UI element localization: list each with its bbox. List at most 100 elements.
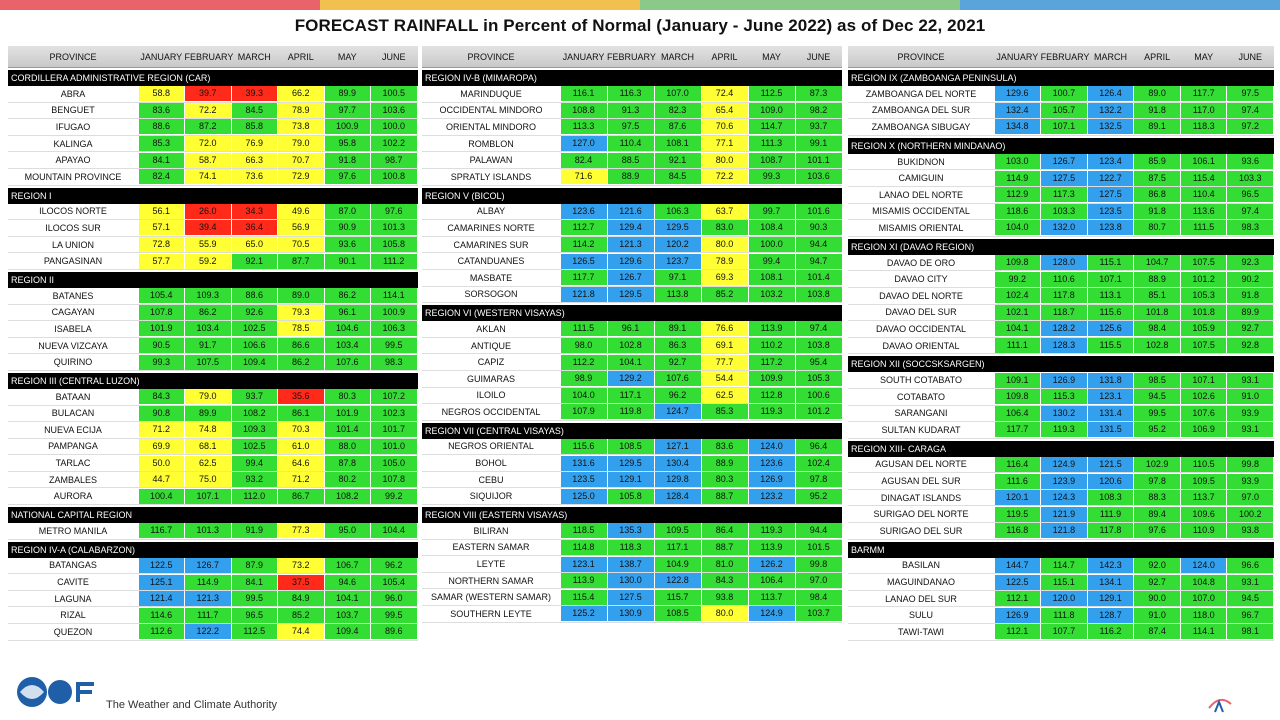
rainfall-cell: 107.0 (654, 86, 701, 102)
province-name: DAVAO CITY (894, 274, 948, 285)
table-row: LANAO DEL NORTE 112.9 117.3 127.5 86.8 110.4 9… (848, 187, 1274, 204)
table-row: SULU 126.9 111.8 128.7 91.0 118.0 96.7 (848, 607, 1274, 625)
rainfall-cell: 56.1 (138, 203, 184, 219)
rainfall-cell: 77.3 (278, 523, 324, 539)
rainfall-cell: 108.5 (654, 606, 701, 622)
rainfall-cell: 65.4 (701, 102, 748, 118)
rainfall-cell: 117.1 (607, 387, 654, 403)
rainfall-cell: 103.4 (324, 338, 370, 354)
header-month: FEBRUARY (1040, 51, 1090, 62)
rainfall-cell: 98.5 (1134, 372, 1180, 388)
rainfall-cell: 108.2 (231, 405, 277, 421)
rainfall-cell: 134.8 (994, 119, 1041, 135)
rainfall-cell: 104.0 (994, 220, 1041, 236)
rainfall-cell: 123.6 (560, 203, 607, 219)
rainfall-cell: 109.1 (994, 372, 1041, 388)
table-row: SURIGAO DEL NORTE 119.5 121.9 111.9 89.4 109.… (848, 506, 1274, 524)
rainfall-cell: 91.0 (1227, 389, 1274, 405)
rainfall-cell: 69.3 (701, 270, 748, 286)
rainfall-cell: 129.6 (607, 253, 654, 269)
rainfall-cell: 109.3 (185, 288, 231, 304)
rainfall-cell: 66.3 (231, 152, 277, 168)
rainfall-cell: 101.3 (185, 523, 231, 539)
province-name: SAMAR (WESTERN SAMAR) (430, 592, 551, 603)
rainfall-cell: 126.7 (1041, 154, 1087, 170)
rainfall-cell: 96.1 (324, 304, 370, 320)
rainfall-cell: 83.6 (138, 102, 184, 118)
table-row: MISAMIS OCCIDENTAL 118.6 103.3 123.5 91.8 113… (848, 203, 1274, 221)
rainfall-cell: 121.9 (1041, 506, 1087, 522)
rainfall-cell: 101.2 (1180, 271, 1227, 287)
rainfall-cell: 58.7 (185, 152, 231, 168)
rainfall-cell: 99.5 (1134, 405, 1180, 421)
table-row: ILOCOS NORTE 56.1 26.0 34.3 49.6 87.0 97.6 (8, 203, 418, 221)
rainfall-cell: 99.8 (1227, 456, 1274, 472)
province-name: SOUTH COTABATO (879, 375, 962, 386)
rainfall-cell: 115.6 (1087, 304, 1134, 320)
rainfall-cell: 116.1 (560, 86, 607, 102)
table-row: BATAAN 84.3 79.0 93.7 35.6 80.3 107.2 (8, 389, 418, 406)
rainfall-cell: 36.4 (231, 220, 277, 236)
rainfall-cell: 120.1 (994, 490, 1041, 506)
rainfall-cell: 102.3 (371, 405, 417, 421)
rainfall-cell: 93.6 (1227, 154, 1274, 170)
province-name: LANAO DEL SUR (885, 593, 957, 604)
rainfall-cell: 98.4 (795, 589, 842, 605)
rainfall-cell: 110.9 (1180, 523, 1227, 539)
rainfall-cell: 100.0 (748, 237, 795, 253)
rainfall-cell: 102.4 (795, 455, 842, 471)
table-row: SARANGANI 106.4 130.2 131.4 99.5 107.6 93.9 (848, 405, 1274, 423)
corner-logo-icon (1208, 698, 1232, 713)
table-row: PALAWAN 82.4 88.5 92.1 80.0 108.7 101.1 (422, 152, 842, 169)
rainfall-cell: 93.7 (231, 389, 277, 405)
province-name: SORSOGON (464, 289, 518, 300)
rainfall-cell: 108.1 (748, 270, 795, 286)
rainfall-cell: 105.4 (138, 288, 184, 304)
rainfall-cell: 112.0 (231, 488, 277, 504)
rainfall-cell: 114.7 (748, 119, 795, 135)
table-row: ZAMBOANGA DEL SUR 132.4 105.7 132.2 91.8 117.… (848, 102, 1274, 120)
header-province: PROVINCE (467, 51, 515, 62)
rainfall-cell: 72.2 (701, 169, 748, 185)
rainfall-cell: 124.7 (654, 404, 701, 420)
rainfall-cell: 97.2 (1227, 119, 1274, 135)
rainfall-cell: 99.3 (138, 354, 184, 370)
rainfall-cell: 106.4 (748, 573, 795, 589)
province-name: ORIENTAL MINDORO (445, 121, 536, 132)
rainfall-cell: 125.6 (1087, 321, 1134, 337)
rainfall-cell: 128.4 (654, 488, 701, 504)
rainfall-cell: 127.5 (1041, 170, 1087, 186)
rainfall-cell: 61.0 (278, 438, 324, 454)
rainfall-cell: 97.7 (324, 102, 370, 118)
rainfall-cell: 102.6 (1180, 389, 1227, 405)
rainfall-cell: 93.6 (324, 237, 370, 253)
rainfall-cell: 96.0 (371, 591, 417, 607)
rainfall-cell: 34.3 (231, 203, 277, 219)
rainfall-cell: 115.1 (1041, 574, 1087, 590)
stripe-segment (640, 0, 960, 10)
rainfall-cell: 111.2 (371, 253, 417, 269)
province-name: BATAAN (55, 391, 91, 402)
rainfall-cell: 129.2 (607, 371, 654, 387)
rainfall-cell: 123.2 (748, 488, 795, 504)
table-row: ROMBLON 127.0 110.4 108.1 77.1 111.3 99.1 (422, 136, 842, 153)
table-row: ZAMBOANGA SIBUGAY 134.8 107.1 132.5 89.1 118.… (848, 119, 1274, 136)
province-name: SULTAN KUDARAT (881, 424, 961, 435)
rainfall-cell: 62.5 (701, 387, 748, 403)
rainfall-cell: 129.6 (994, 86, 1041, 102)
rainfall-cell: 111.5 (560, 321, 607, 337)
rainfall-cell: 73.8 (278, 119, 324, 135)
table-row: ANTIQUE 98.0 102.8 86.3 69.1 110.2 103.8 (422, 338, 842, 355)
rainfall-cell: 114.7 (1041, 557, 1087, 573)
province-name: ILOCOS NORTE (39, 206, 107, 217)
rainfall-cell: 80.3 (324, 389, 370, 405)
rainfall-cell: 94.4 (795, 523, 842, 539)
rainfall-cell: 94.6 (324, 574, 370, 590)
rainfall-cell: 98.0 (560, 338, 607, 354)
rainfall-cell: 114.2 (560, 237, 607, 253)
rainfall-cell: 104.1 (324, 591, 370, 607)
rainfall-cell: 102.1 (994, 304, 1041, 320)
rainfall-cell: 88.7 (701, 488, 748, 504)
rainfall-cell: 80.3 (701, 472, 748, 488)
province-name: PALAWAN (469, 155, 513, 166)
